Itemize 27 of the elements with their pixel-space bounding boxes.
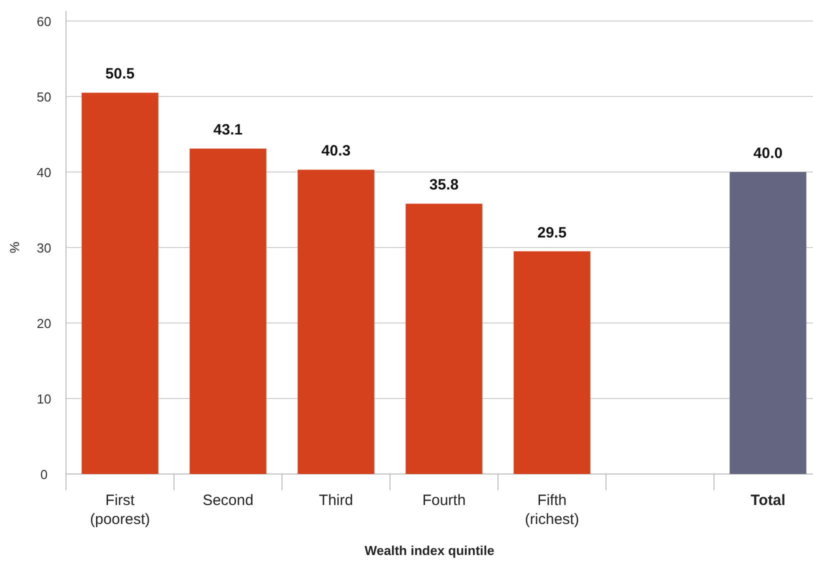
bar: [298, 170, 374, 474]
x-tick-label: Third: [318, 492, 354, 509]
y-tick-label: 10: [36, 392, 52, 406]
x-tick-label: First (poorest): [90, 492, 150, 528]
data-label: 50.5: [105, 66, 135, 83]
data-label: 40.0: [753, 145, 783, 162]
x-tick-label: Second: [202, 492, 254, 509]
y-tick-label: 50: [36, 90, 52, 104]
y-tick-label: 0: [40, 467, 48, 482]
y-tick-label: 30: [36, 240, 52, 256]
data-label: 40.3: [321, 142, 351, 160]
y-axis-title: %: [7, 241, 22, 254]
x-tick-label: Fourth: [422, 492, 466, 509]
x-tick-label: Fifth (richest): [524, 492, 580, 528]
y-tick-label: 40: [36, 165, 52, 180]
bar: [190, 148, 266, 474]
data-label: 43.1: [213, 122, 243, 139]
bar: [514, 251, 590, 474]
x-tick-label: Total: [750, 492, 786, 509]
x-axis-title: Wealth index quintile: [364, 543, 494, 558]
data-label: 29.5: [537, 224, 567, 242]
y-tick-label: 20: [36, 316, 52, 331]
y-tick-label: 60: [36, 14, 52, 29]
bar: [406, 204, 482, 474]
bar: [730, 172, 806, 474]
bar: [82, 92, 158, 474]
data-label: 35.8: [429, 176, 459, 194]
